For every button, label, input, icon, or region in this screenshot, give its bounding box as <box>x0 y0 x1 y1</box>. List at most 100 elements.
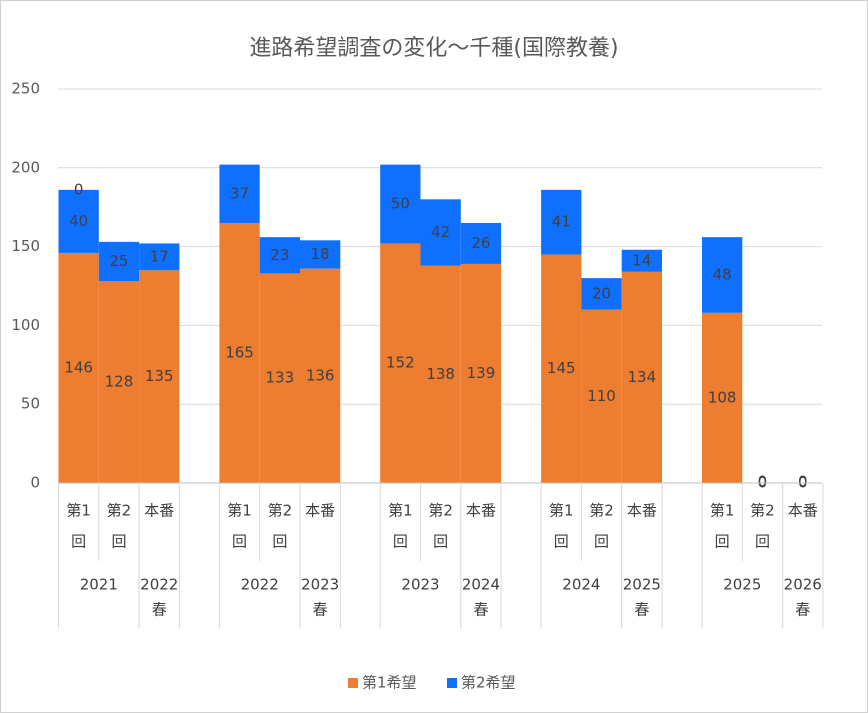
x-tick-label: 回 <box>594 533 609 551</box>
x-tick-label: 第2 <box>589 502 614 520</box>
x-group-label: 2025 <box>623 576 661 594</box>
y-tick-label: 50 <box>21 395 40 413</box>
data-label-series2: 0 <box>758 473 768 491</box>
bar-series2 <box>420 199 461 266</box>
x-group-label: 春 <box>634 601 649 619</box>
x-tick-label: 第2 <box>428 502 453 520</box>
data-label-series1: 128 <box>105 373 134 391</box>
x-tick-label: 第2 <box>750 502 775 520</box>
data-label-series2: 48 <box>713 265 732 283</box>
data-label-series1: 136 <box>306 366 335 384</box>
data-label-series2: 17 <box>150 247 169 265</box>
x-tick-label: 回 <box>755 533 770 551</box>
data-label-series1: 146 <box>64 358 93 376</box>
data-label-series1: 133 <box>266 369 295 387</box>
bar-series2 <box>300 240 341 269</box>
data-label-series1: 134 <box>628 368 657 386</box>
legend-swatch <box>348 678 358 688</box>
data-label-series2: 20 <box>592 284 611 302</box>
data-label-series2: 25 <box>109 252 128 270</box>
data-label-series2: 42 <box>431 223 450 241</box>
bar-series1 <box>420 265 461 483</box>
data-label-series2: 0 <box>798 473 808 491</box>
y-tick-label: 0 <box>30 474 40 492</box>
bar-series2 <box>98 241 140 282</box>
x-tick-label: 本番 <box>788 502 818 520</box>
data-label-series2: 26 <box>471 234 490 252</box>
x-tick-label: 本番 <box>144 502 174 520</box>
chart-title: 進路希望調査の変化～千種(国際教養) <box>249 36 619 61</box>
x-tick-label: 第1 <box>227 502 252 520</box>
x-group-label: 春 <box>152 601 167 619</box>
data-label-series2: 23 <box>270 246 289 264</box>
x-tick-label: 第1 <box>710 502 735 520</box>
bar-series1 <box>219 222 260 483</box>
x-tick-label: 回 <box>715 533 730 551</box>
data-label-series2: 18 <box>311 245 330 263</box>
bar-series1 <box>259 273 300 483</box>
legend-label: 第2希望 <box>461 674 516 692</box>
data-label-series2: 50 <box>391 195 410 213</box>
x-tick-label: 本番 <box>627 502 657 520</box>
bar-series1 <box>460 263 502 483</box>
y-tick-label: 200 <box>11 158 40 176</box>
x-tick-label: 回 <box>554 533 569 551</box>
data-label-series1: 152 <box>386 354 415 372</box>
x-group-label: 2026 <box>784 576 822 594</box>
x-group-label: 2022 <box>140 576 178 594</box>
x-group-label: 2024 <box>562 576 600 594</box>
data-label-series1: 165 <box>225 343 254 361</box>
x-tick-label: 回 <box>111 533 126 551</box>
data-label-series1: 145 <box>547 359 576 377</box>
bar-series1 <box>702 312 743 483</box>
x-tick-label: 第2 <box>107 502 132 520</box>
data-label-series2: 40 <box>69 212 88 230</box>
x-tick-label: 第1 <box>66 502 91 520</box>
bar-series2 <box>702 237 743 313</box>
x-tick-label: 第1 <box>388 502 413 520</box>
x-tick-label: 第2 <box>268 502 293 520</box>
data-label-series1: 138 <box>426 365 455 383</box>
x-group-label: 春 <box>473 601 488 619</box>
bar-series2 <box>139 243 180 271</box>
bar-series2 <box>58 189 99 253</box>
bar-series2 <box>460 222 502 264</box>
data-label-series2: 14 <box>632 251 651 269</box>
data-label-series1: 110 <box>587 387 616 405</box>
bar-series2 <box>380 164 421 244</box>
y-tick-label: 100 <box>11 316 40 334</box>
bar-series2 <box>541 189 582 255</box>
bar-series1 <box>300 268 341 483</box>
x-tick-label: 回 <box>433 533 448 551</box>
x-tick-label: 本番 <box>466 502 496 520</box>
x-group-label: 2023 <box>301 576 339 594</box>
data-label-series2: 37 <box>230 184 249 202</box>
x-tick-label: 本番 <box>305 502 335 520</box>
x-tick-label: 回 <box>232 533 247 551</box>
data-label-series2: 41 <box>552 213 571 231</box>
x-group-label: 2023 <box>401 576 439 594</box>
x-group-label: 2025 <box>723 576 761 594</box>
bar-series2 <box>259 237 300 274</box>
bar-series2 <box>219 164 260 223</box>
x-group-label: 2021 <box>80 576 118 594</box>
data-label-series1: 135 <box>145 367 174 385</box>
data-label-series1: 108 <box>708 388 737 406</box>
bar-series1 <box>98 281 140 483</box>
y-tick-label: 150 <box>11 237 40 255</box>
bar-series2 <box>621 249 662 272</box>
x-group-label: 2022 <box>241 576 279 594</box>
x-group-label: 春 <box>313 601 328 619</box>
data-label-extra: 0 <box>74 180 84 198</box>
bar-series1 <box>581 309 622 483</box>
x-group-label: 2024 <box>462 576 500 594</box>
x-tick-label: 回 <box>71 533 86 551</box>
bar-series1 <box>380 243 421 483</box>
bar-series1 <box>541 254 582 483</box>
y-tick-label: 250 <box>11 80 40 98</box>
legend-swatch <box>447 678 457 688</box>
legend-label: 第1希望 <box>362 674 417 692</box>
x-tick-label: 回 <box>393 533 408 551</box>
bar-series2 <box>581 278 622 310</box>
